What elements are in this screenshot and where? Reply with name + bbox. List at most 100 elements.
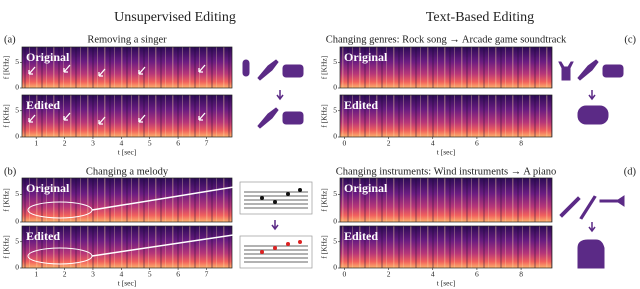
guitar-icon <box>577 59 599 81</box>
x-tick-label: 6 <box>475 139 479 148</box>
connector <box>91 233 241 257</box>
y-axis-label: f [KHz] <box>320 235 329 259</box>
y-tick-label: 5 <box>15 105 19 114</box>
y-axis-label: f [KHz] <box>320 56 329 80</box>
y-tick-label: 0 <box>333 83 337 92</box>
spectrogram-texture <box>22 226 232 268</box>
x-tick-label: 2 <box>63 139 67 148</box>
axes-frame <box>339 94 553 138</box>
trumpet-icon <box>599 195 625 207</box>
x-tick-label: 5 <box>148 270 152 279</box>
mic-icon <box>242 59 250 77</box>
row-label: Original <box>26 181 70 195</box>
x-tick-label: 1 <box>34 270 38 279</box>
white-arrow <box>138 114 146 123</box>
x-tick-label: 3 <box>91 270 95 279</box>
spectrogram-texture <box>340 226 552 268</box>
white-arrow <box>63 64 71 73</box>
y-tick-label: 0 <box>15 132 19 141</box>
x-tick-label: 8 <box>519 139 523 148</box>
y-axis-label: f [KHz] <box>2 56 11 80</box>
guitar-icon <box>257 107 279 129</box>
spectrogram-texture <box>340 178 552 222</box>
x-tick-label: 8 <box>519 270 523 279</box>
x-axis-label: t [sec] <box>437 279 456 288</box>
y-tick-label: 0 <box>15 83 19 92</box>
axes-frame <box>21 177 233 223</box>
white-arrow <box>98 68 106 77</box>
y-tick-label: 5 <box>333 57 337 66</box>
x-tick-label: 1 <box>34 139 38 148</box>
y-axis-label: f [KHz] <box>320 188 329 212</box>
axes-frame <box>21 46 233 89</box>
x-tick-label: 7 <box>205 139 209 148</box>
y-axis-label: f [KHz] <box>2 235 11 259</box>
x-tick-label: 2 <box>387 139 391 148</box>
row-label: Original <box>344 181 388 195</box>
x-axis-label: t [sec] <box>118 279 137 288</box>
panel-letter: (b) <box>4 166 17 177</box>
panel-letter: (c) <box>624 34 636 45</box>
row-label: Edited <box>344 229 378 243</box>
x-axis-label: t [sec] <box>437 148 456 157</box>
gamepad-icon <box>577 105 609 125</box>
arrow-icon <box>588 222 596 233</box>
y-tick-label: 0 <box>15 263 19 272</box>
spectrogram-texture <box>22 95 232 137</box>
axes-frame <box>339 177 553 223</box>
flute-icon <box>579 195 597 220</box>
staff <box>239 181 313 269</box>
white-arrow <box>138 66 146 75</box>
y-tick-label: 5 <box>15 57 19 66</box>
x-tick-label: 4 <box>431 139 435 148</box>
clarinet-icon <box>559 196 581 218</box>
axes-frame <box>339 225 553 269</box>
hand-icon <box>558 61 574 81</box>
x-tick-label: 5 <box>148 139 152 148</box>
y-axis-label: f [KHz] <box>2 188 11 212</box>
y-tick-label: 0 <box>15 217 19 226</box>
arrow-icon <box>588 90 596 101</box>
spectrogram-texture <box>340 95 552 137</box>
x-tick-label: 3 <box>91 139 95 148</box>
notes <box>260 240 302 254</box>
connector <box>91 185 241 211</box>
guitar-icon <box>257 59 279 81</box>
x-tick-label: 4 <box>119 139 123 148</box>
icons <box>239 59 625 269</box>
x-tick-label: 6 <box>176 139 180 148</box>
row-label: Edited <box>26 98 60 112</box>
header: Unsupervised Editing <box>114 10 236 25</box>
panel-letter: (d) <box>624 166 637 177</box>
x-tick-label: 4 <box>431 270 435 279</box>
y-tick-label: 5 <box>15 189 19 198</box>
y-axis-label: f [KHz] <box>2 104 11 128</box>
y-tick-label: 5 <box>333 236 337 245</box>
x-tick-label: 6 <box>475 270 479 279</box>
white-arrow <box>198 112 206 121</box>
row-label: Edited <box>344 98 378 112</box>
arrow-icon <box>271 220 279 231</box>
y-tick-label: 0 <box>333 132 337 141</box>
arrow-icon <box>276 90 284 101</box>
y-tick-label: 0 <box>333 263 337 272</box>
row-label: Edited <box>26 229 60 243</box>
white-arrow <box>28 114 36 123</box>
notes <box>260 188 302 204</box>
x-tick-label: 4 <box>119 270 123 279</box>
row-label: Original <box>344 50 388 64</box>
y-axis-label: f [KHz] <box>320 104 329 128</box>
panel-title: Changing genres: Rock song → Arcade game… <box>326 34 567 45</box>
x-axis-label: t [sec] <box>118 148 137 157</box>
drum-icon <box>602 64 624 78</box>
spectrogram-texture <box>22 178 232 222</box>
x-tick-label: 0 <box>343 270 347 279</box>
drum-icon <box>282 64 304 78</box>
panel-letter: (a) <box>4 34 16 45</box>
white-arrow <box>28 66 36 75</box>
axes-frame <box>21 94 233 138</box>
white-arrow <box>63 112 71 121</box>
header: Text-Based Editing <box>426 10 534 25</box>
y-tick-label: 5 <box>333 105 337 114</box>
